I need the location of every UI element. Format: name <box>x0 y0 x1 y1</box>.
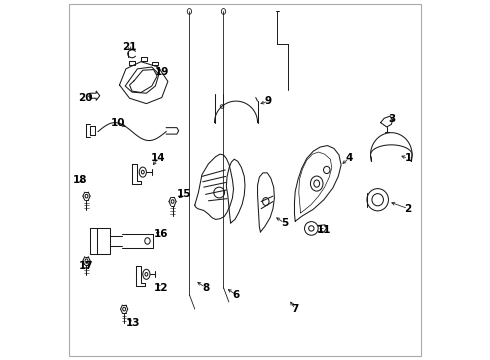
Text: 2: 2 <box>405 204 412 214</box>
Text: 3: 3 <box>389 114 395 124</box>
Text: 4: 4 <box>345 153 353 163</box>
Text: 13: 13 <box>126 319 140 328</box>
Text: 17: 17 <box>79 261 94 271</box>
Text: 15: 15 <box>177 189 191 199</box>
Text: 11: 11 <box>317 225 331 235</box>
Text: 12: 12 <box>153 283 168 293</box>
Text: 10: 10 <box>110 118 125 128</box>
Text: 18: 18 <box>73 175 87 185</box>
Text: 16: 16 <box>153 229 168 239</box>
Text: 8: 8 <box>202 283 209 293</box>
Text: 6: 6 <box>232 290 240 300</box>
Text: 14: 14 <box>151 153 166 163</box>
Text: 5: 5 <box>281 218 288 228</box>
Text: 21: 21 <box>122 42 137 52</box>
Text: 9: 9 <box>265 96 272 106</box>
Text: 7: 7 <box>292 304 299 314</box>
Text: 20: 20 <box>78 93 93 103</box>
Text: 1: 1 <box>405 153 412 163</box>
Text: 19: 19 <box>155 67 169 77</box>
